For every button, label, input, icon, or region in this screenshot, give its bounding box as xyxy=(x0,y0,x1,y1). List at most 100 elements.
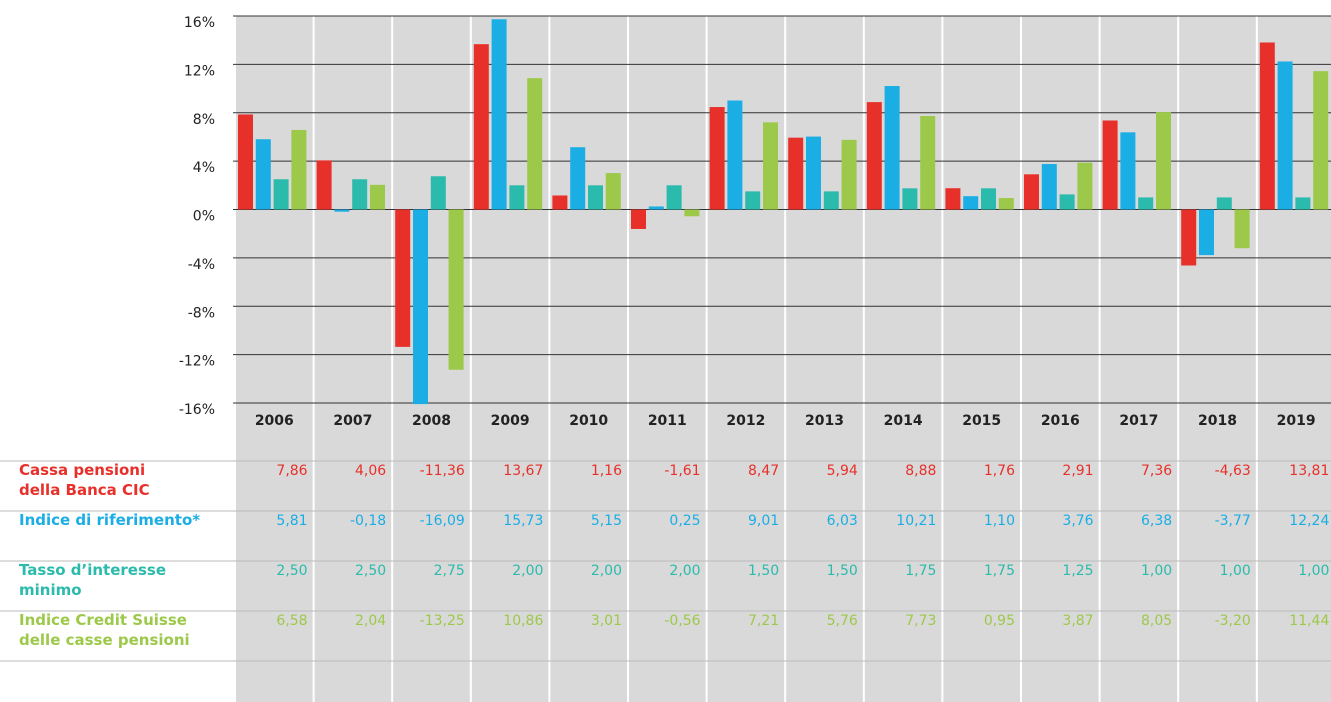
column-band xyxy=(1179,16,1256,702)
row-label: Indice Credit Suisse delle casse pension… xyxy=(19,611,190,649)
x-tick-label: 2009 xyxy=(491,413,530,429)
bar xyxy=(395,209,411,347)
table-value: 8,47 xyxy=(748,463,779,479)
table-value: 2,50 xyxy=(276,563,307,579)
table-value: 1,75 xyxy=(905,563,936,579)
table-value: -1,61 xyxy=(664,463,700,479)
table-value: 11,44 xyxy=(1289,613,1329,629)
table-value: 4,06 xyxy=(355,463,386,479)
table-value: -16,09 xyxy=(420,513,465,529)
bar xyxy=(570,147,586,210)
table-value: 3,01 xyxy=(591,613,622,629)
table-value: -4,63 xyxy=(1215,463,1251,479)
table-value: -13,25 xyxy=(420,613,465,629)
table-value: 10,21 xyxy=(896,513,936,529)
table-value: 15,73 xyxy=(503,513,543,529)
table-value: 5,15 xyxy=(591,513,622,529)
bar xyxy=(631,209,646,229)
bar xyxy=(709,107,725,210)
y-tick-label: 4% xyxy=(193,160,215,176)
bar xyxy=(413,209,428,405)
bar xyxy=(902,188,918,210)
bar xyxy=(945,188,961,210)
table-value: 6,03 xyxy=(827,513,858,529)
bar xyxy=(998,198,1014,210)
column-band xyxy=(629,16,706,702)
table-value: 1,00 xyxy=(1298,563,1329,579)
bar xyxy=(273,179,289,210)
bar xyxy=(1277,61,1293,210)
table-value: -0,18 xyxy=(350,513,386,529)
column-band xyxy=(550,16,627,702)
row-label: Tasso d’interesse minimo xyxy=(19,561,167,599)
bar xyxy=(448,209,464,370)
table-value: -0,56 xyxy=(664,613,700,629)
bar xyxy=(1216,197,1232,210)
x-tick-label: 2008 xyxy=(412,413,451,429)
bar xyxy=(727,100,743,210)
x-tick-label: 2016 xyxy=(1041,413,1080,429)
table-value: 2,00 xyxy=(669,563,700,579)
bar xyxy=(238,114,253,210)
y-tick-label: 12% xyxy=(184,63,215,79)
table-value: 6,58 xyxy=(276,613,307,629)
bar xyxy=(473,44,489,210)
table-value: 1,00 xyxy=(1220,563,1251,579)
bar xyxy=(552,195,568,210)
x-tick-label: 2019 xyxy=(1277,413,1316,429)
bar xyxy=(1156,112,1171,210)
bar xyxy=(963,196,979,210)
bar xyxy=(291,129,307,210)
bar xyxy=(334,209,350,212)
table-value: 5,81 xyxy=(276,513,307,529)
table-value: 2,91 xyxy=(1062,463,1093,479)
column-band xyxy=(314,16,392,702)
table-value: 0,25 xyxy=(669,513,700,529)
table-value: 8,05 xyxy=(1141,613,1172,629)
bar xyxy=(1313,71,1329,210)
bar xyxy=(866,102,882,210)
bar xyxy=(884,86,900,210)
bar xyxy=(370,184,385,210)
bar xyxy=(648,206,664,210)
row-label: Cassa pensioni della Banca CIC xyxy=(19,461,150,499)
bar xyxy=(763,122,778,210)
table-value: 7,36 xyxy=(1141,463,1172,479)
y-tick-label: 16% xyxy=(184,15,215,31)
table-value: 2,00 xyxy=(591,563,622,579)
table-value: 2,75 xyxy=(434,563,465,579)
table-value: -11,36 xyxy=(420,463,465,479)
table-value: 8,88 xyxy=(905,463,936,479)
x-tick-label: 2015 xyxy=(962,413,1001,429)
bar xyxy=(430,176,446,210)
column-band xyxy=(943,16,1020,702)
y-tick-label: -8% xyxy=(188,305,215,321)
bar xyxy=(788,137,804,210)
bar xyxy=(588,185,603,210)
table-value: 2,50 xyxy=(355,563,386,579)
bar xyxy=(1138,197,1154,210)
table-value: 2,00 xyxy=(512,563,543,579)
table-value: 9,01 xyxy=(748,513,779,529)
bar xyxy=(745,191,761,210)
y-tick-label: 0% xyxy=(193,209,215,225)
bar xyxy=(1059,194,1075,210)
row-label: Indice di riferimento* xyxy=(19,511,201,529)
table-value: 7,73 xyxy=(905,613,936,629)
bar xyxy=(666,185,682,210)
x-tick-label: 2007 xyxy=(333,413,372,429)
y-tick-label: -12% xyxy=(179,354,215,370)
bar xyxy=(491,19,507,210)
bar xyxy=(1102,120,1118,210)
x-tick-label: 2011 xyxy=(648,413,687,429)
x-tick-label: 2018 xyxy=(1198,413,1237,429)
table-value: 6,38 xyxy=(1141,513,1172,529)
table-value: 3,76 xyxy=(1062,513,1093,529)
bar xyxy=(1041,164,1057,210)
bar xyxy=(1295,197,1311,210)
table-value: 1,16 xyxy=(591,463,622,479)
x-tick-label: 2012 xyxy=(726,413,765,429)
table-value: 1,50 xyxy=(748,563,779,579)
